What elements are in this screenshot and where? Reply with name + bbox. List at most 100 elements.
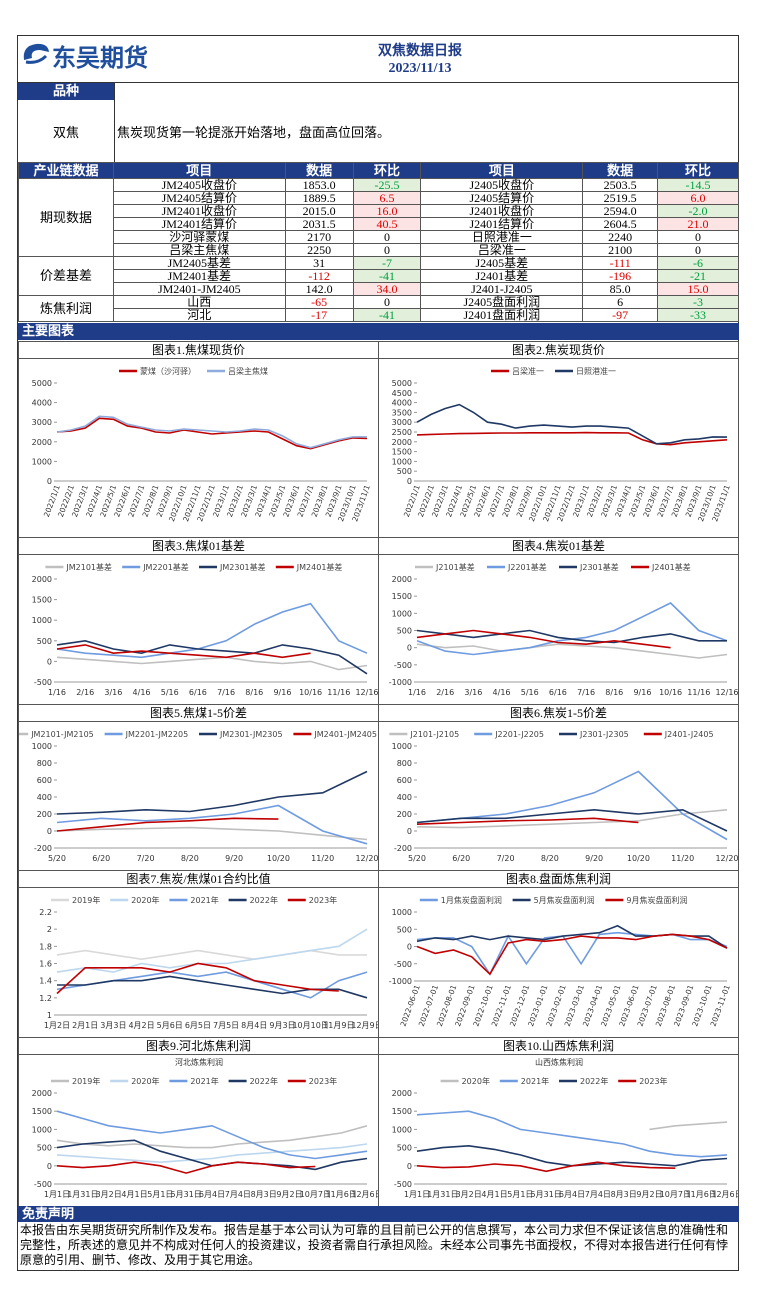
change: 0 (657, 230, 739, 244)
y-tick-label: 500 (397, 925, 412, 934)
series-line (56, 415, 367, 449)
legend-label: 2019年 (72, 895, 100, 905)
y-tick-label: -1000 (389, 678, 412, 687)
legend-label: J2101基差 (435, 562, 475, 572)
series-line (56, 1143, 368, 1164)
x-tick-label: 3月2日 (96, 1190, 122, 1199)
change: -14.5 (657, 178, 739, 192)
legend-label: 2020年 (131, 1076, 159, 1086)
value: 2519.5 (582, 191, 659, 205)
header-cell: 项目 (112, 162, 286, 179)
legend-label: J2201基差 (507, 562, 547, 572)
y-tick-label: 0 (407, 477, 412, 486)
series-line (416, 431, 728, 446)
value: -111 (582, 256, 659, 270)
report-date: 2023/11/13 (388, 61, 452, 76)
legend-label: 2023年 (309, 1076, 337, 1086)
y-tick-label: 500 (397, 1144, 412, 1153)
chart: 河北炼焦利润 2019年 2020年 2021年 2022年 2023年 -500 0 500 1… (32, 1057, 383, 1199)
value: 2100 (582, 243, 659, 257)
y-tick-label: 0 (407, 644, 412, 653)
y-tick-label: 4000 (32, 399, 52, 408)
x-tick-label: 5/16 (521, 688, 539, 697)
header-cell: 数据 (582, 162, 659, 179)
x-tick-label: 11/20 (311, 854, 334, 863)
x-tick-label: 10月7日 (300, 1190, 331, 1199)
y-tick-label: 600 (37, 776, 52, 785)
item: JM2401-JM2405 (112, 282, 286, 296)
x-tick-label: 3月3日 (100, 1021, 126, 1030)
chart-cell: 图表9.河北炼焦利润 河北炼焦利润 2019年 2020年 2021年 2022年 2023… (18, 1037, 383, 1207)
legend-label: 1月焦炭盘面利润 (441, 895, 502, 905)
series-line (416, 933, 728, 976)
x-tick-label: 1月1日 (44, 1190, 70, 1199)
chart-cell: 图表3.焦煤01基差 JM2101基差 JM2201基差 JM2301基差 JM2401… (18, 537, 379, 705)
y-tick-label: 1000 (32, 1125, 52, 1134)
y-tick-label: 1000 (32, 742, 52, 751)
series-line (56, 1125, 368, 1149)
x-tick-label: 5月1日 (147, 1190, 173, 1199)
x-tick-label: 10/20 (267, 854, 290, 863)
x-tick-label: 9月2日 (276, 1190, 302, 1199)
variety-box (17, 82, 739, 162)
y-tick-label: 500 (397, 627, 412, 636)
variety-name: 双焦 (52, 125, 79, 140)
legend-label: 2021年 (521, 1076, 549, 1086)
chart: 山西炼焦利润 2020年 2021年 2022年 2023年 -500 0 500 1000 15… (392, 1057, 743, 1199)
x-tick-label: 1/16 (408, 688, 426, 697)
item: JM2401基差 (112, 269, 286, 283)
x-tick-label: 4月1日 (481, 1190, 507, 1199)
y-tick-label: 3500 (392, 408, 412, 417)
legend-label: 2023年 (309, 895, 337, 905)
legend-label: J2201-J2205 (494, 730, 544, 739)
table-row: JM2405结算价 1889.5 6.5 J2405结算价 2519.5 6.0 (19, 191, 739, 205)
legend-label: 蒙煤（沙河驿） (140, 366, 196, 376)
x-tick-label: 7月5日 (213, 1021, 239, 1030)
legend-label: JM2101-JM2105 (30, 730, 94, 739)
series-line (416, 817, 639, 825)
series-line (57, 975, 368, 999)
x-tick-label: 6/20 (452, 854, 470, 863)
y-tick-label: 1.2 (39, 994, 52, 1003)
item: J2401基差 (420, 269, 584, 283)
item: J2401结算价 (420, 217, 584, 231)
y-tick-label: 1 (47, 1011, 52, 1020)
x-tick-label: 5月31日 (531, 1190, 562, 1199)
y-tick-label: 2000 (32, 1089, 52, 1098)
divider (114, 83, 115, 162)
x-tick-label: 7/20 (497, 854, 515, 863)
chart-title: 图表5.焦煤1-5价差 (19, 705, 378, 722)
x-tick-label: 8/20 (541, 854, 559, 863)
x-tick-label: 9/20 (225, 854, 243, 863)
legend-label: 2022年 (250, 1076, 278, 1086)
change: 0 (352, 230, 422, 244)
change: 21.0 (657, 217, 739, 231)
y-tick-label: 400 (37, 793, 52, 802)
series-line (56, 602, 368, 659)
x-tick-label: 10/16 (299, 688, 322, 697)
series-line (56, 971, 368, 999)
legend-label: J2301基差 (579, 562, 619, 572)
x-tick-label: 12月6日 (351, 1190, 378, 1199)
disclaimer-header: 免责声明 (18, 1206, 739, 1222)
legend-label: 日照港准一 (576, 366, 616, 376)
x-tick-label: 4月1日 (121, 1190, 147, 1199)
value: 2031.5 (284, 217, 354, 231)
value: 2240 (582, 230, 659, 244)
header-row: 产业链数据 项目 数据 环比 项目 数据 环比 (18, 162, 739, 179)
chart: J2101-J2105 J2201-J2205 J2301-J2305 J2401-J… (389, 730, 739, 863)
legend-label: JM2101基差 (65, 562, 112, 572)
series-line (56, 1161, 316, 1174)
table-row: 价差基差 JM2405基差 31 -7 J2405基差 -111 -6 (18, 256, 739, 296)
change: 0 (352, 243, 422, 257)
x-tick-label: 12月6日 (711, 1190, 738, 1199)
x-tick-label: 5/20 (408, 854, 426, 863)
report-title: 双焦数据日报 (378, 44, 462, 59)
series-line (56, 817, 279, 832)
charts-header: 主要图表 (18, 323, 739, 340)
chart-title: 图表1.焦煤现货价 (19, 342, 378, 359)
series-line (416, 629, 671, 649)
y-tick-label: 0 (407, 943, 412, 952)
x-tick-label: 3/16 (104, 688, 122, 697)
legend-label: JM2401-JM2405 (313, 730, 377, 739)
